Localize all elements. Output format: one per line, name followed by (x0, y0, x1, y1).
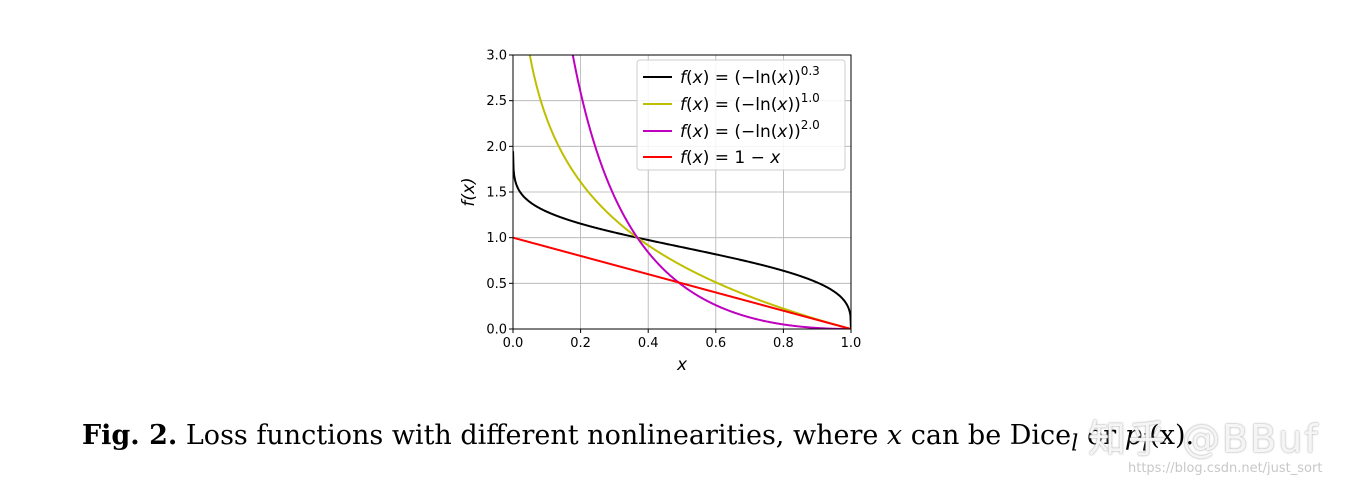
y-tick-label: 2.0 (486, 140, 507, 155)
legend-label-1: f(x) = (−ln(x))1.0 (680, 91, 820, 115)
figure-caption: Fig. 2. Loss functions with different no… (82, 420, 1194, 456)
caption-or: or (1078, 420, 1125, 451)
watermark-text: 知乎 @BBuf (1088, 417, 1320, 461)
series-line-0 (513, 151, 851, 329)
caption-end: (x). (1149, 420, 1195, 451)
legend-label-2: f(x) = (−ln(x))2.0 (680, 118, 820, 142)
series-lines (513, 55, 851, 329)
y-tick-label: 1.0 (486, 231, 507, 246)
series-line-3 (513, 236, 851, 329)
legend-box (636, 59, 846, 171)
x-tick-label: 1.0 (841, 336, 862, 351)
legend: f(x) = (−ln(x))0.3 f(x) = (−ln(x))1.0 f(x)… (636, 59, 846, 171)
x-tick-label: 0.6 (705, 336, 726, 351)
caption-text-mid: can be Dice (902, 420, 1072, 451)
watermark-url: https://blog.csdn.net/just_sort (1128, 461, 1323, 476)
legend-label-3: f(x) = 1 − x (680, 148, 781, 168)
x-tick-label: 0.4 (638, 336, 659, 351)
caption-label: Fig. 2. (82, 420, 178, 451)
y-tick-label: 0.5 (486, 277, 507, 292)
x-tick-label: 0.0 (503, 336, 524, 351)
series-line-2 (571, 55, 851, 329)
y-tick-label: 2.5 (486, 94, 507, 109)
y-tick-label: 0.0 (486, 323, 507, 338)
y-axis-label: f(x) (459, 177, 479, 206)
y-tick-label: 3.0 (486, 49, 507, 64)
legend-label-0: f(x) = (−ln(x))0.3 (680, 64, 820, 88)
x-tick-label: 0.8 (773, 336, 794, 351)
loss-chart: 0.0 0.2 0.4 0.6 0.8 1.0 0.0 0.5 1.0 1.5 2.0 2.5 3.0… (459, 49, 862, 376)
caption-text: Loss functions with different nonlineari… (177, 420, 887, 451)
caption-sub-p: l (1142, 430, 1150, 457)
x-tick-label: 0.2 (570, 336, 591, 351)
x-axis-label: x (676, 355, 688, 375)
series-line-1 (528, 55, 851, 329)
caption-var-p: p (1124, 420, 1142, 451)
y-ticks: 0.0 0.5 1.0 1.5 2.0 2.5 3.0 (486, 49, 513, 338)
y-tick-label: 1.5 (486, 186, 507, 201)
caption-var-x: x (886, 420, 903, 451)
x-ticks: 0.0 0.2 0.4 0.6 0.8 1.0 (503, 329, 862, 351)
caption-sub-l: l (1071, 430, 1079, 457)
